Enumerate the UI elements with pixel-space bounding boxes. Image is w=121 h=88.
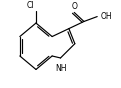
Text: O: O [71, 2, 77, 11]
Text: NH: NH [55, 64, 67, 73]
Text: OH: OH [100, 12, 112, 21]
Text: Cl: Cl [27, 1, 34, 10]
